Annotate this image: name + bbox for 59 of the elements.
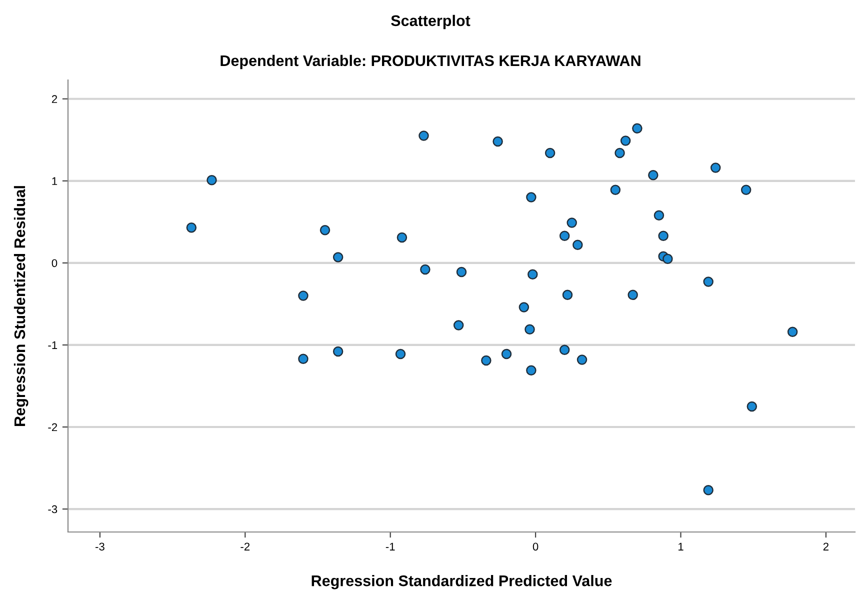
point: [610, 184, 621, 196]
point: [544, 148, 556, 158]
point: [559, 344, 570, 356]
point: [481, 355, 492, 366]
point: [746, 401, 758, 412]
point: [703, 485, 714, 496]
x-tick-label: 0: [532, 542, 538, 551]
point: [418, 130, 429, 141]
point: [526, 192, 536, 202]
point: [559, 230, 570, 241]
point: [501, 348, 512, 360]
y-tick-label: -2: [48, 423, 58, 432]
point: [526, 365, 536, 376]
point: [298, 354, 308, 364]
y-tick-label: 2: [52, 95, 58, 103]
point: [528, 269, 538, 280]
x-tick-label: -2: [240, 542, 250, 550]
point: [332, 346, 344, 357]
point: [572, 240, 583, 250]
chart-subtitle: Dependent Variable: PRODUKTIVITAS KERJA KARYAWAN: [220, 54, 640, 70]
y-axis-title: Regression Studentized Residual: [14, 186, 28, 426]
point: [332, 252, 344, 262]
y-tick-label: 1: [52, 177, 58, 185]
point: [298, 290, 308, 301]
point: [206, 174, 217, 186]
x-axis-title: Regression Standardized Predicted Value: [312, 574, 612, 590]
point: [420, 264, 430, 275]
point: [662, 254, 673, 264]
point: [453, 320, 464, 330]
x-tick-label: 1: [678, 542, 684, 550]
y-tick-label: -3: [48, 505, 58, 514]
y-tick-label: -1: [48, 341, 58, 349]
x-tick-label: 2: [823, 542, 828, 550]
point: [562, 290, 573, 300]
point: [320, 224, 330, 236]
x-tick-label: -1: [386, 542, 395, 550]
point: [186, 222, 197, 233]
point: [396, 232, 408, 243]
point: [654, 210, 664, 220]
chart-title: Scatterplot: [391, 14, 470, 30]
point: [576, 354, 588, 365]
point: [566, 218, 577, 228]
point: [620, 136, 631, 146]
point: [787, 326, 798, 337]
point: [524, 324, 535, 335]
point: [648, 170, 658, 180]
point: [492, 136, 503, 147]
point: [518, 302, 530, 312]
point: [628, 290, 638, 300]
point: [632, 123, 642, 134]
point: [614, 148, 625, 158]
point: [658, 230, 668, 241]
point: [710, 162, 721, 173]
point: [395, 348, 406, 360]
point: [740, 184, 752, 196]
y-tick-label: 0: [52, 259, 58, 268]
point: [456, 266, 467, 278]
point: [703, 276, 714, 287]
x-tick-label: -3: [96, 542, 104, 551]
